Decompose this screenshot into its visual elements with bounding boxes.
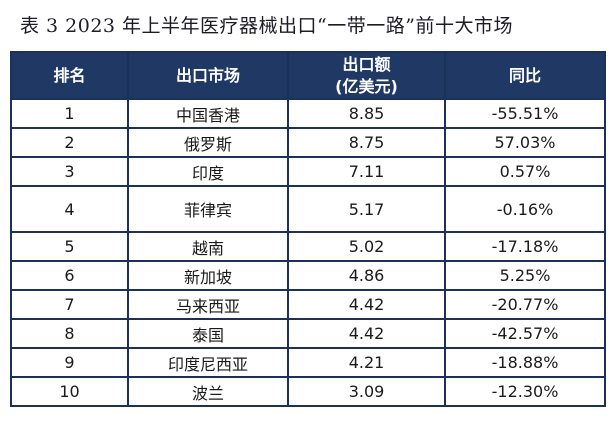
header-row: 排名 出口市场 出口额 (亿美元) 同比 bbox=[10, 50, 606, 101]
cell-rank: 1 bbox=[10, 98, 129, 130]
table-row: 8 泰国 4.42 -42.57% bbox=[10, 318, 606, 350]
table-row: 10 波兰 3.09 -12.30% bbox=[10, 376, 606, 408]
cell-yoy: 57.03% bbox=[444, 127, 606, 159]
cell-rank: 8 bbox=[10, 318, 129, 350]
cell-market: 印度尼西亚 bbox=[127, 347, 289, 379]
table-row: 6 新加坡 4.86 5.25% bbox=[10, 260, 606, 292]
cell-rank: 9 bbox=[10, 347, 129, 379]
cell-yoy: -17.18% bbox=[444, 231, 606, 263]
cell-yoy: 0.57% bbox=[444, 156, 606, 188]
cell-market: 新加坡 bbox=[127, 260, 289, 292]
column-header-rank: 排名 bbox=[10, 50, 129, 101]
cell-yoy: -12.30% bbox=[444, 376, 606, 408]
table-row: 4 菲律宾 5.17 -0.16% bbox=[10, 185, 606, 234]
cell-rank: 4 bbox=[10, 185, 129, 234]
cell-market: 越南 bbox=[127, 231, 289, 263]
cell-value: 5.17 bbox=[287, 185, 446, 234]
cell-rank: 2 bbox=[10, 127, 129, 159]
table-row: 3 印度 7.11 0.57% bbox=[10, 156, 606, 188]
cell-yoy: -18.88% bbox=[444, 347, 606, 379]
cell-rank: 6 bbox=[10, 260, 129, 292]
table-caption: 表 3 2023 年上半年医疗器械出口“一带一路”前十大市场 bbox=[20, 15, 513, 37]
cell-value: 5.02 bbox=[287, 231, 446, 263]
cell-value: 7.11 bbox=[287, 156, 446, 188]
cell-value: 3.09 bbox=[287, 376, 446, 408]
table-header: 排名 出口市场 出口额 (亿美元) 同比 bbox=[10, 50, 606, 101]
cell-value: 4.42 bbox=[287, 318, 446, 350]
cell-rank: 3 bbox=[10, 156, 129, 188]
table-row: 9 印度尼西亚 4.21 -18.88% bbox=[10, 347, 606, 379]
cell-yoy: 5.25% bbox=[444, 260, 606, 292]
export-markets-table: 排名 出口市场 出口额 (亿美元) 同比 1 中国香港 8.85 -55.51% 2 俄罗… bbox=[10, 50, 606, 408]
cell-rank: 10 bbox=[10, 376, 129, 408]
cell-value: 8.75 bbox=[287, 127, 446, 159]
table-body: 1 中国香港 8.85 -55.51% 2 俄罗斯 8.75 57.03% 3 印度 7.11 0.5… bbox=[10, 98, 606, 408]
cell-yoy: -0.16% bbox=[444, 185, 606, 234]
cell-market: 菲律宾 bbox=[127, 185, 289, 234]
column-header-market: 出口市场 bbox=[127, 50, 289, 101]
cell-market: 印度 bbox=[127, 156, 289, 188]
cell-value: 4.42 bbox=[287, 289, 446, 321]
cell-yoy: -20.77% bbox=[444, 289, 606, 321]
cell-value: 4.86 bbox=[287, 260, 446, 292]
cell-market: 马来西亚 bbox=[127, 289, 289, 321]
cell-yoy: -55.51% bbox=[444, 98, 606, 130]
table-row: 2 俄罗斯 8.75 57.03% bbox=[10, 127, 606, 159]
cell-value: 4.21 bbox=[287, 347, 446, 379]
column-header-yoy: 同比 bbox=[444, 50, 606, 101]
table-row: 5 越南 5.02 -17.18% bbox=[10, 231, 606, 263]
cell-market: 泰国 bbox=[127, 318, 289, 350]
column-header-value: 出口额 (亿美元) bbox=[287, 50, 446, 101]
cell-yoy: -42.57% bbox=[444, 318, 606, 350]
cell-value: 8.85 bbox=[287, 98, 446, 130]
cell-rank: 5 bbox=[10, 231, 129, 263]
cell-market: 中国香港 bbox=[127, 98, 289, 130]
cell-market: 俄罗斯 bbox=[127, 127, 289, 159]
cell-rank: 7 bbox=[10, 289, 129, 321]
table-row: 7 马来西亚 4.42 -20.77% bbox=[10, 289, 606, 321]
cell-market: 波兰 bbox=[127, 376, 289, 408]
table-row: 1 中国香港 8.85 -55.51% bbox=[10, 98, 606, 130]
